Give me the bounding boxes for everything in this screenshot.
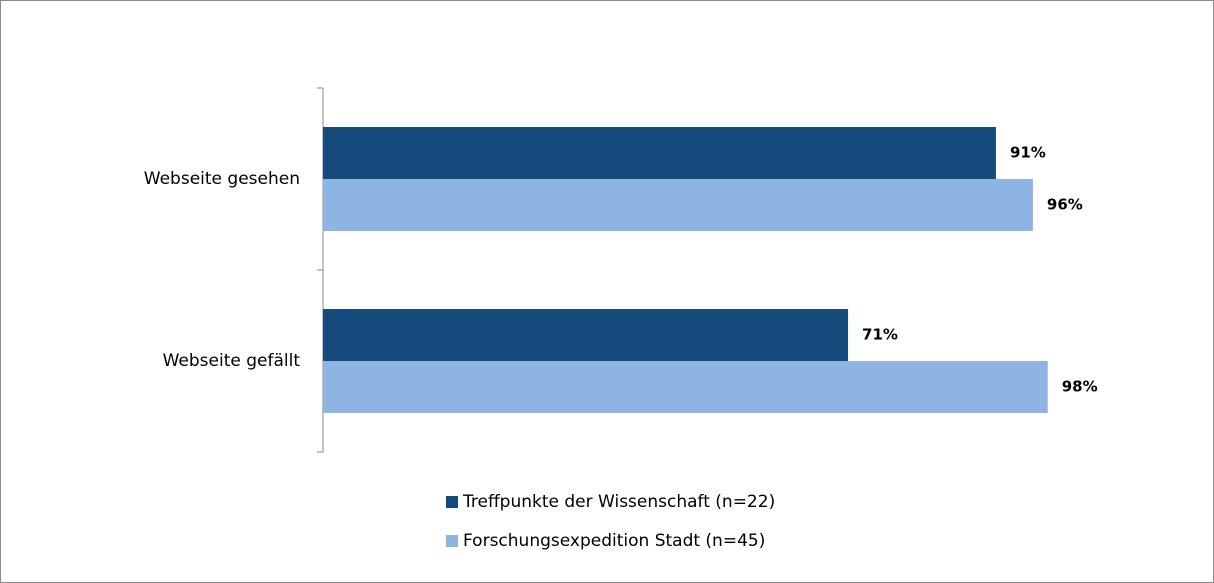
category-label: Webseite gesehen (144, 169, 300, 189)
legend-swatch (446, 496, 458, 508)
data-label: 91% (1010, 144, 1046, 162)
data-label: 96% (1047, 196, 1083, 214)
bar (323, 361, 1048, 413)
legend-label: Treffpunkte der Wissenschaft (n=22) (462, 492, 775, 512)
bar (323, 309, 849, 361)
bar (323, 179, 1033, 231)
bar (323, 127, 996, 179)
legend-label: Forschungsexpedition Stadt (n=45) (463, 531, 765, 551)
data-label: 71% (862, 326, 898, 344)
data-label: 98% (1062, 378, 1098, 396)
category-label: Webseite gefällt (163, 351, 301, 371)
legend-swatch (446, 535, 458, 547)
